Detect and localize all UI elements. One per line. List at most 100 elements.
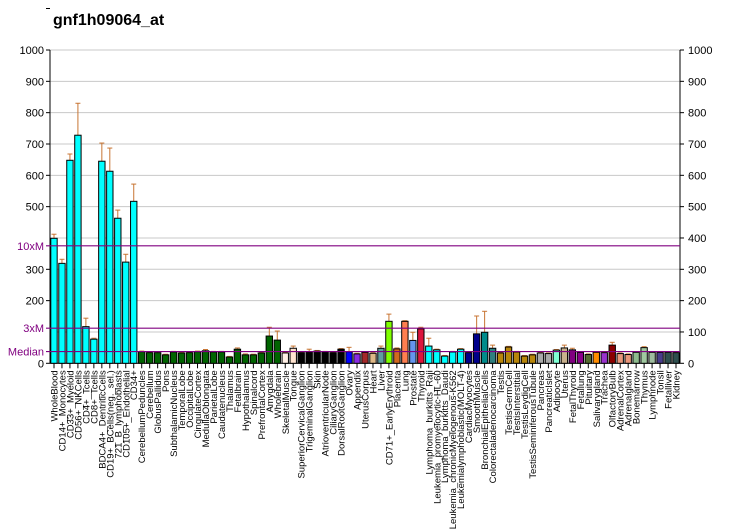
bar-Adrenalgland bbox=[624, 354, 632, 364]
bar-Leukemia_chronicMyelogenous-K562 bbox=[449, 351, 457, 364]
x-tick-label: CD71+_EarlyErythroid bbox=[384, 370, 395, 465]
bar-Fetalliver bbox=[664, 351, 672, 364]
bar-721_B_lymphoblasts bbox=[114, 217, 122, 364]
bar-Spinalcord bbox=[249, 354, 258, 364]
x-tick-label: SuperiorCervicalGanglion bbox=[297, 370, 308, 478]
x-tick-label: Caudatenucleus bbox=[217, 370, 228, 439]
x-tick-label: WholeBlood bbox=[49, 370, 60, 421]
bar-CardiacMyocytes bbox=[464, 352, 473, 364]
bar-SubthalamicNucleus bbox=[169, 351, 178, 364]
right-tick-label: 700 bbox=[688, 139, 706, 151]
x-tick-label: Leukemia_chronicMyelogenous-K562 bbox=[448, 370, 459, 529]
x-tick-label: Leukemia_promyelocytic-HL-60 bbox=[432, 370, 443, 504]
right-tick-label: 200 bbox=[688, 296, 706, 308]
bar-Uterus bbox=[560, 347, 569, 364]
x-tick-label: Salivarygland bbox=[592, 370, 603, 427]
bar-Hypothalamus bbox=[241, 354, 250, 364]
title-mark bbox=[46, 8, 50, 9]
right-tick-label: 900 bbox=[688, 76, 706, 88]
left-tick-label: 700 bbox=[26, 139, 44, 151]
x-tick-label: TestisInterstitial bbox=[512, 370, 523, 435]
bar-CD4+_Tcells bbox=[82, 326, 90, 364]
bar-ParietalLobe bbox=[209, 351, 218, 364]
left-tick-label: 1000 bbox=[20, 45, 44, 57]
x-tick-label: UterusCorpus bbox=[361, 370, 372, 429]
bar-Tongue bbox=[289, 347, 297, 364]
bar-Bonemarrow bbox=[632, 351, 640, 364]
x-tick-label: Pons bbox=[161, 370, 172, 392]
bar-CiliaryGanglion bbox=[329, 352, 337, 364]
bar-Skin bbox=[313, 350, 321, 364]
x-tick-label: Pituitary bbox=[584, 370, 595, 405]
bar-Kidney bbox=[672, 352, 680, 364]
bar-SmoothMuscle bbox=[472, 333, 481, 364]
left-tick-label: 600 bbox=[26, 170, 44, 182]
right-tick-label: 400 bbox=[688, 233, 706, 245]
x-tick-label: TemporalLobe bbox=[177, 370, 188, 430]
left-tick-label: 500 bbox=[26, 202, 44, 214]
x-tick-label: CD56+_NKCells bbox=[73, 370, 84, 440]
bar-Testis bbox=[496, 352, 505, 364]
x-tick-label: GlobusPallidus bbox=[153, 370, 164, 434]
bar-Lymphoma_burkitts_Daudi bbox=[441, 355, 449, 364]
x-tick-label: Bonemarrow bbox=[632, 370, 643, 424]
x-tick-label: 721_B_lymphoblasts bbox=[113, 370, 124, 458]
bar-OccipitalLobe bbox=[185, 352, 194, 364]
right-tick-label: 300 bbox=[688, 264, 706, 276]
bar-Ovary bbox=[345, 351, 353, 364]
x-tick-label: CD19+_BCells(neg._sel.) bbox=[105, 370, 116, 477]
x-tick-label: CD33+_Myeloid bbox=[65, 370, 76, 438]
x-tick-label: Testis bbox=[496, 370, 507, 395]
x-tick-label: Hypothalamus bbox=[241, 370, 252, 431]
x-tick-label: CingulateCortex bbox=[193, 370, 204, 438]
x-tick-label: Lymphnode bbox=[648, 370, 659, 419]
x-tick-label: Fetallung bbox=[576, 370, 587, 409]
chart-title: gnf1h09064_at bbox=[53, 12, 165, 29]
bar-WholeBlood bbox=[50, 237, 58, 364]
x-tick-label: TestisSeminiferousTubule bbox=[528, 370, 539, 478]
x-tick-label: CD4+_Tcells bbox=[81, 370, 92, 424]
bar-TestisSeminiferousTubule bbox=[528, 354, 537, 364]
x-tick-label: Fetalbrain bbox=[233, 370, 244, 412]
right-tick-label: 100 bbox=[688, 327, 706, 339]
reference-label: 10xM bbox=[17, 241, 44, 253]
bar-CD56+_NKCells bbox=[74, 134, 82, 364]
x-tick-label: MedullaOblongata bbox=[201, 370, 212, 448]
x-tick-label: Pancreas bbox=[536, 370, 547, 410]
bar-OlfactoryBulb bbox=[608, 344, 616, 364]
bar-Colorectaladenocarcinoma bbox=[488, 347, 497, 364]
bar-TestisGermCell bbox=[504, 346, 513, 364]
bar-TestisInterstitial bbox=[512, 351, 521, 364]
x-tick-label: Wholebrain bbox=[273, 370, 284, 418]
bar-CD105+_Endothelial bbox=[122, 261, 130, 364]
x-tick-label: DorsalRootGanglion bbox=[337, 370, 348, 456]
x-tick-label: OccipitalLobe bbox=[185, 370, 196, 428]
bar-Tonsil bbox=[656, 351, 664, 364]
x-tick-label: ParietalLobe bbox=[209, 370, 220, 423]
bar-Thymus bbox=[640, 347, 648, 364]
x-tick-label: SmoothMuscle bbox=[472, 370, 483, 433]
left-tick-label: 300 bbox=[26, 264, 44, 276]
x-tick-label: OlfactoryBulb bbox=[608, 370, 619, 427]
left-tick-label: 0 bbox=[38, 358, 44, 370]
x-tick-label: Heart bbox=[368, 370, 379, 394]
bar-Pons bbox=[161, 354, 170, 364]
x-tick-label: Spinalcord bbox=[249, 370, 260, 415]
x-tick-label: CD14+_Monocytes bbox=[57, 370, 68, 451]
bar-AtrioventricularNode bbox=[321, 351, 329, 364]
bar-Heart bbox=[369, 352, 377, 364]
bar-TrigeminalGanglion bbox=[305, 351, 313, 364]
x-tick-label: TrigeminalGanglion bbox=[305, 370, 316, 452]
bar-CD34+ bbox=[130, 200, 138, 364]
x-tick-label: Prostate bbox=[408, 370, 419, 405]
x-tick-label: AdrenalCortex bbox=[616, 370, 627, 431]
reference-label: Median bbox=[8, 347, 44, 359]
x-tick-label: Skin bbox=[313, 370, 324, 388]
bar-CD19+_BCells(neg._sel.) bbox=[106, 170, 114, 364]
x-tick-label: Tonsil bbox=[656, 370, 667, 394]
bar-CingulateCortex bbox=[193, 351, 202, 364]
x-tick-label: TestisGermCell bbox=[504, 370, 515, 434]
x-tick-label: Cerebellum bbox=[145, 370, 156, 419]
x-tick-label: Fetalliver bbox=[664, 370, 675, 409]
left-tick-label: 800 bbox=[26, 108, 44, 120]
